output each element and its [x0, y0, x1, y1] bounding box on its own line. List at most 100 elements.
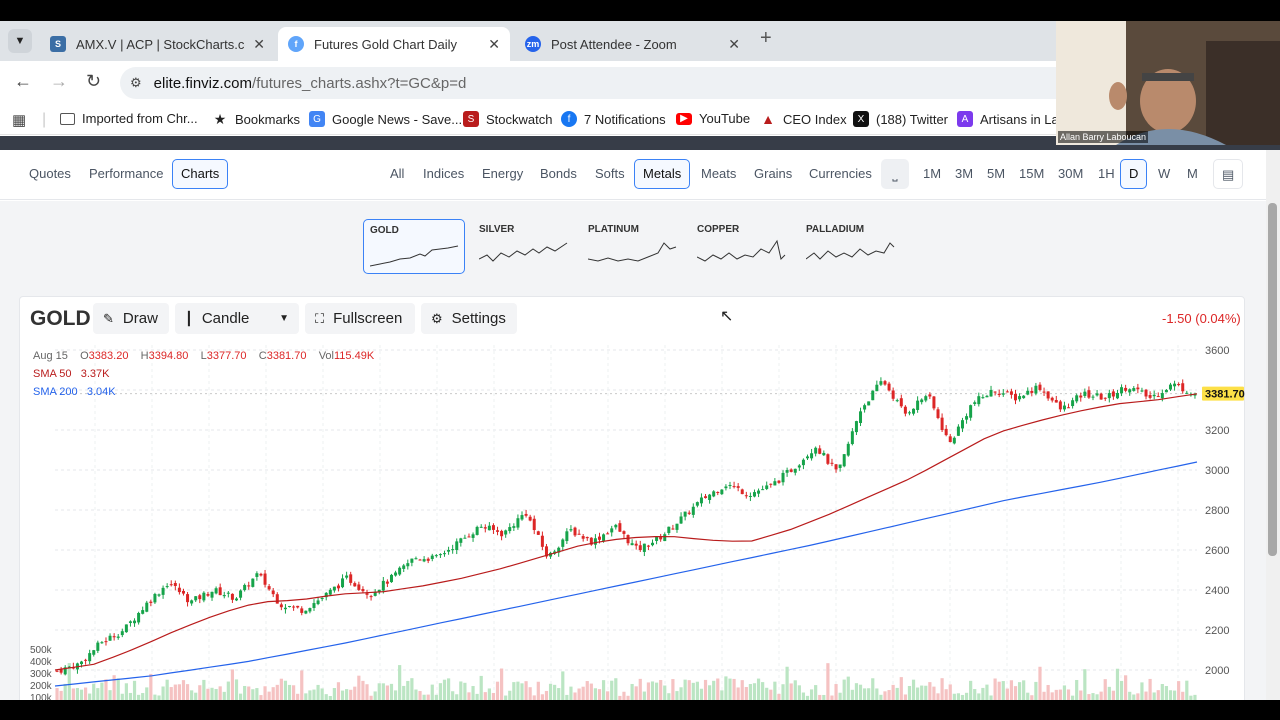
chart-type-dropdown[interactable]: ┃ Candle ▼	[175, 303, 299, 334]
volume-bar	[895, 687, 899, 700]
volume-bar	[614, 678, 618, 700]
bookmark-google-news[interactable]: G Google News - Save...	[309, 111, 462, 127]
candle-body	[1148, 395, 1152, 398]
candle-body	[173, 582, 177, 587]
webcam-video	[1056, 21, 1280, 145]
candle-body	[524, 513, 528, 516]
address-bar[interactable]: ⚙ elite.finviz.com /futures_charts.ashx?…	[120, 67, 1080, 99]
candle-body	[602, 534, 606, 541]
candle-body	[540, 535, 544, 547]
mini-chart-copper[interactable]: COPPER	[691, 219, 793, 274]
zoom-icon: zm	[525, 36, 541, 52]
volume-bar	[1111, 690, 1115, 700]
group-all[interactable]: All	[390, 166, 405, 181]
group-bonds[interactable]: Bonds	[540, 166, 577, 181]
fullscreen-button[interactable]: ⛶ Fullscreen	[305, 303, 415, 334]
group-softs[interactable]: Softs	[595, 166, 625, 181]
nav-quotes[interactable]: Quotes	[29, 166, 71, 181]
candle-body	[899, 398, 903, 407]
draw-button[interactable]: ✎ Draw	[93, 303, 169, 334]
scrollbar-thumb[interactable]	[1268, 203, 1277, 556]
candle-body	[394, 572, 398, 576]
close-tab-icon[interactable]: ✕	[728, 35, 740, 52]
bookmark-twitter[interactable]: X (188) Twitter	[853, 111, 948, 127]
candle-body	[426, 558, 430, 561]
candle-body	[304, 610, 308, 614]
group-energy[interactable]: Energy	[482, 166, 524, 181]
ohlc-close: 3381.70	[266, 350, 307, 362]
forward-arrow-icon[interactable]: →	[50, 71, 68, 91]
intraday-toggle-icon[interactable]: ⎵	[881, 159, 909, 189]
bookmark-stockwatch[interactable]: S Stockwatch	[463, 111, 552, 127]
sma50-legend: SMA 50 3.37K	[33, 368, 109, 380]
volume-bar	[911, 679, 916, 700]
bookmark-facebook[interactable]: f 7 Notifications	[561, 111, 666, 127]
back-arrow-icon[interactable]: ←	[14, 71, 32, 91]
mini-sparkline	[588, 242, 677, 262]
candle-body	[1111, 391, 1115, 397]
volume-bar	[328, 695, 332, 700]
volume-bar	[1099, 691, 1103, 700]
timeframe-3m[interactable]: 3M	[955, 166, 974, 181]
tab-search-button[interactable]: ▼	[8, 29, 32, 53]
group-currencies[interactable]: Currencies	[809, 166, 872, 181]
candle-body	[279, 604, 283, 608]
group-metals[interactable]: Metals	[634, 159, 691, 189]
candle-body	[854, 421, 858, 433]
bookmark-ceo-index[interactable]: ▲ CEO Index	[760, 111, 847, 127]
price-axis: 2000 2200 2400 2600 2800 3000 3200 3600	[1205, 345, 1229, 677]
tab-zoom[interactable]: zm Post Attendee - Zoom ✕	[515, 27, 750, 61]
close-tab-icon[interactable]: ✕	[253, 35, 265, 52]
volume-bar	[508, 690, 512, 700]
bookmark-artisans[interactable]: A Artisans in Las	[957, 111, 1065, 127]
candle-body	[810, 453, 814, 459]
bookmark-youtube[interactable]: ▶ YouTube	[676, 111, 750, 126]
mini-chart-label: PALLADIUM	[806, 224, 865, 235]
timeframe-w[interactable]: W	[1158, 166, 1171, 181]
candle-body	[850, 431, 854, 445]
close-tab-icon[interactable]: ✕	[488, 35, 500, 52]
group-indices[interactable]: Indices	[423, 166, 465, 181]
bookmark-label: YouTube	[699, 111, 751, 126]
timeframe-30m[interactable]: 30M	[1058, 166, 1084, 181]
tab-stockcharts[interactable]: S AMX.V | ACP | StockCharts.com ✕	[40, 27, 275, 61]
mini-chart-gold[interactable]: GOLD	[363, 219, 465, 274]
settings-button[interactable]: ⚙ Settings	[421, 303, 517, 334]
site-info-icon[interactable]: ⚙	[130, 75, 142, 90]
timeframe-15m[interactable]: 15M	[1019, 166, 1045, 181]
nav-performance[interactable]: Performance	[89, 166, 164, 181]
volume-bar	[809, 689, 814, 700]
volume-bar	[1119, 680, 1124, 700]
nav-charts[interactable]: Charts	[172, 159, 229, 189]
bookmark-imported[interactable]: Imported from Chr...	[60, 111, 198, 126]
volume-bar	[561, 671, 565, 700]
volume-bar	[267, 691, 271, 700]
timeframe-5m[interactable]: 5M	[987, 166, 1006, 181]
volume-bar	[516, 681, 520, 700]
mini-chart-silver[interactable]: SILVER	[473, 219, 575, 274]
volume-bar	[1075, 679, 1079, 700]
candle-body	[1164, 389, 1168, 393]
timeframe-d[interactable]: D	[1120, 159, 1148, 189]
tab-finviz-gold[interactable]: f Futures Gold Chart Daily ✕	[278, 27, 510, 61]
mini-chart-palladium[interactable]: PALLADIUM	[800, 219, 902, 274]
timeframe-m[interactable]: M	[1187, 166, 1198, 181]
volume-bar	[1091, 693, 1095, 700]
timeframe-1h[interactable]: 1H	[1098, 166, 1115, 181]
screen-top-border	[0, 0, 1280, 21]
candle-body	[202, 592, 206, 601]
volume-bar	[218, 686, 222, 700]
volume-bar	[377, 683, 381, 700]
group-grains[interactable]: Grains	[754, 166, 793, 181]
timeframe-1m[interactable]: 1M	[923, 166, 942, 181]
apps-grid-icon[interactable]: ▦	[12, 112, 27, 129]
calendar-icon[interactable]: ▤	[1213, 159, 1243, 189]
reload-icon[interactable]: ↻	[86, 71, 102, 91]
mini-chart-platinum[interactable]: PLATINUM	[582, 219, 684, 274]
group-meats[interactable]: Meats	[701, 166, 737, 181]
candle-body	[55, 670, 59, 672]
candle-body	[500, 530, 504, 537]
bookmark-bookmarks[interactable]: ★ Bookmarks	[212, 111, 300, 127]
new-tab-button[interactable]: +	[760, 27, 772, 49]
